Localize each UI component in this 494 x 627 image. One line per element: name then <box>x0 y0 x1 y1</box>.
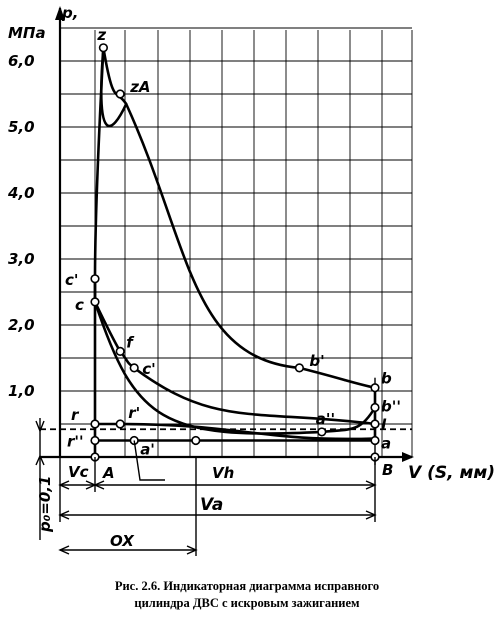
point-label: r'' <box>67 433 84 451</box>
y-axis-arrow <box>55 6 65 20</box>
caption-line-1: Рис. 2.6. Индикаторная диаграмма исправн… <box>115 579 379 593</box>
y-tick-labels: 1,0 2,0 3,0 4,0 5,0 6,0 <box>7 52 35 400</box>
curve-point <box>370 383 380 393</box>
y-tick-label: 2,0 <box>8 316 35 334</box>
caption-line-2: цилиндра ДВС с искровым зажиганием <box>134 596 360 610</box>
label-vh: Vh <box>212 464 234 482</box>
curve-point <box>370 402 380 413</box>
point-label: c <box>75 296 84 314</box>
point-label: r <box>71 406 80 424</box>
y-axis-label-p: p, <box>61 4 78 22</box>
point-label: zA <box>129 78 150 96</box>
label-ox: OX <box>110 532 135 550</box>
curve-point <box>90 274 100 284</box>
label-b-point: B <box>382 461 393 479</box>
curve-point <box>115 89 125 99</box>
ambient-arrow-down <box>35 420 45 433</box>
ox-dimension-arrow-left <box>58 545 70 555</box>
curve-point <box>115 346 125 357</box>
x-axis-label: V (S, мм) <box>408 463 494 483</box>
y-tick-label: 1,0 <box>8 382 35 400</box>
label-va: Va <box>200 495 223 515</box>
compression-curve <box>93 300 377 435</box>
curve-point <box>98 43 108 53</box>
curve-point <box>191 435 201 446</box>
y-tick-label: 4,0 <box>7 184 35 202</box>
main-cycle-curve <box>93 46 377 442</box>
point-label: r' <box>128 404 140 422</box>
point-label: b <box>381 370 392 388</box>
point-labels: z zA c' c f c' b' b b''l a'' a r r' r'' a' <box>65 26 401 459</box>
cycle-curves <box>93 46 377 465</box>
y-tick-label: 5,0 <box>8 118 35 136</box>
point-label: a <box>381 435 391 453</box>
curve-point <box>90 419 100 429</box>
label-vc: Vc <box>68 463 89 481</box>
point-label: f <box>126 333 135 351</box>
point-label: l <box>381 416 387 434</box>
ambient-pressure-label: p₀=0,1 <box>36 476 54 533</box>
point-label: a' <box>140 441 155 459</box>
point-label: a'' <box>316 410 335 428</box>
point-label: b'' <box>381 398 401 416</box>
dimension-lines <box>58 440 377 556</box>
curve-point <box>370 419 380 429</box>
point-label: b' <box>309 352 324 370</box>
y-tick-label: 6,0 <box>8 52 35 70</box>
y-axis-label-unit: МПа <box>8 24 46 42</box>
label-a-point: A <box>102 464 115 482</box>
curve-point <box>90 297 100 307</box>
curve-point <box>317 427 327 437</box>
point-label: c' <box>142 360 155 378</box>
ambient-arrow-up <box>35 454 45 466</box>
grid <box>59 27 413 457</box>
curve-point <box>115 419 125 429</box>
x-axis-arrow <box>402 452 414 462</box>
point-label: c' <box>65 271 78 289</box>
curve-point <box>294 363 305 373</box>
curve-point <box>129 363 139 373</box>
a-prime-leader <box>133 440 165 481</box>
curve-point <box>370 435 380 446</box>
exhaust-curve <box>93 422 377 441</box>
y-tick-label: 3,0 <box>8 250 35 268</box>
curve-points <box>90 43 380 462</box>
combustion-branch-curve <box>100 46 128 128</box>
point-label: z <box>96 26 106 44</box>
curve-point <box>90 435 100 446</box>
